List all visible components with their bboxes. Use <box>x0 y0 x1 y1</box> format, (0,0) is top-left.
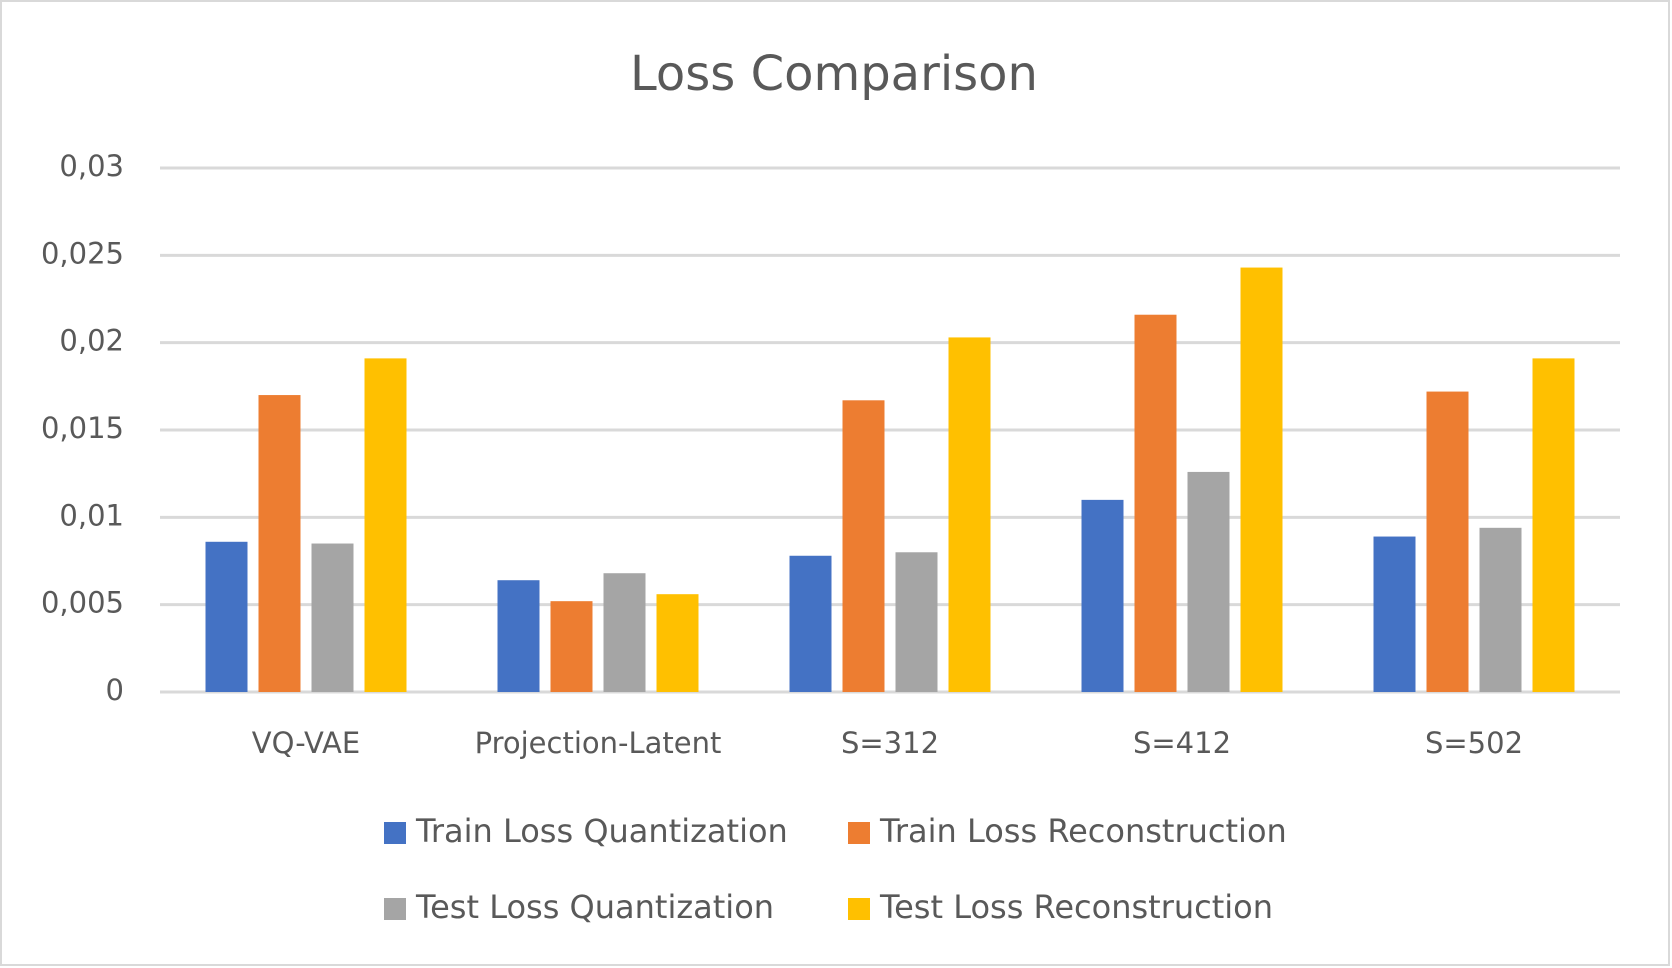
legend-label: Test Loss Quantization <box>415 888 774 926</box>
bar <box>258 395 301 692</box>
bar <box>1134 314 1177 692</box>
y-tick-label: 0,025 <box>41 236 124 270</box>
legend-swatch <box>384 898 406 920</box>
chart-title: Loss Comparison <box>630 46 1038 102</box>
bar <box>1479 527 1522 692</box>
bar <box>789 555 832 692</box>
legend-swatch <box>384 822 406 844</box>
bar <box>895 552 938 692</box>
x-tick-label: S=502 <box>1425 726 1523 760</box>
y-tick-label: 0,03 <box>59 149 124 183</box>
bar <box>948 337 991 692</box>
x-tick-label: VQ-VAE <box>252 726 360 760</box>
y-tick-label: 0,005 <box>41 586 124 620</box>
bar <box>1532 358 1575 692</box>
bar <box>550 601 593 692</box>
x-tick-label: Projection-Latent <box>475 726 722 760</box>
y-tick-label: 0 <box>106 673 124 707</box>
bar <box>497 580 540 692</box>
x-tick-label: S=312 <box>841 726 939 760</box>
legend-swatch <box>848 822 870 844</box>
bar <box>311 543 354 692</box>
bar <box>1081 499 1124 692</box>
bar <box>1240 267 1283 692</box>
y-tick-label: 0,02 <box>59 324 124 358</box>
bar <box>364 358 407 692</box>
bar <box>205 541 248 692</box>
bar <box>1426 391 1469 692</box>
bar <box>603 573 646 692</box>
bar <box>1373 536 1416 692</box>
bar <box>1187 471 1230 692</box>
legend-label: Test Loss Reconstruction <box>879 888 1273 926</box>
legend-label: Train Loss Quantization <box>415 812 788 850</box>
y-tick-label: 0,015 <box>41 411 124 445</box>
legend-swatch <box>848 898 870 920</box>
y-tick-label: 0,01 <box>59 498 124 532</box>
bar <box>842 400 885 692</box>
bar <box>656 594 699 692</box>
x-tick-label: S=412 <box>1133 726 1231 760</box>
legend-label: Train Loss Reconstruction <box>879 812 1287 850</box>
